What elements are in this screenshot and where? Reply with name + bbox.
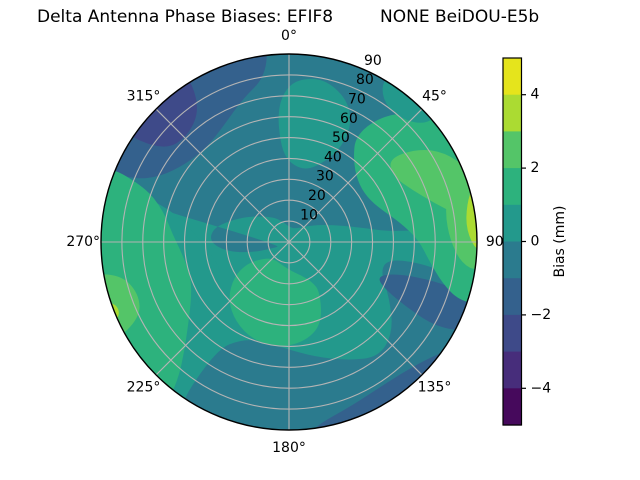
r-tick-label: 60	[340, 111, 358, 127]
contour-region-southeast-dark-streak	[379, 274, 477, 330]
contour-region-north-teal-tongue	[278, 78, 351, 169]
contour-region-northwest-dark-core	[125, 75, 197, 147]
colorbar-band	[503, 168, 522, 206]
r-tick-label: 70	[348, 92, 366, 108]
colorbar-tick-label: 0	[531, 234, 540, 250]
colorbar-band	[503, 278, 522, 316]
theta-tick-label: 270°	[66, 234, 100, 250]
theta-tick-label: 135°	[418, 380, 452, 396]
chart-title-right: NONE BeiDOU-E5b	[380, 7, 540, 27]
colorbar-band	[503, 58, 522, 96]
colorbar-band	[503, 94, 522, 132]
colorbar-tick-label: −2	[531, 307, 552, 323]
theta-tick-label: 315°	[127, 89, 161, 105]
polar-grid-spoke	[288, 108, 423, 243]
colorbar-band	[503, 204, 522, 243]
polar-grid	[101, 54, 477, 430]
colorbar-tick-label: 2	[531, 160, 540, 176]
r-tick-label: 80	[356, 72, 374, 88]
r-tick-label: 90	[364, 53, 382, 69]
colorbar: 4 2 0 −2 −4 Bias (mm)	[502, 57, 568, 426]
theta-tick-label: 180°	[272, 440, 306, 456]
theta-tick-label: 225°	[127, 380, 161, 396]
theta-tick-label: 90	[486, 234, 504, 250]
r-tick-label: 50	[332, 130, 350, 146]
colorbar-band	[503, 131, 522, 169]
theta-tick-label: 45°	[422, 89, 447, 105]
polar-outline	[100, 53, 478, 431]
polar-grid-spoke	[155, 108, 290, 243]
polar-grid-spoke	[288, 241, 423, 376]
r-tick-label: 40	[324, 149, 342, 165]
colorbar-band	[503, 241, 522, 279]
polar-grid-spoke	[155, 241, 290, 376]
r-tick-label: 10	[300, 207, 318, 223]
theta-tick-label: 0°	[281, 28, 297, 44]
r-tick-label: 20	[308, 188, 326, 204]
contour-region-northeast-green-blob	[354, 113, 477, 304]
contour-region-south-center-green-kidney	[229, 258, 322, 347]
colorbar-tick-label: 4	[531, 87, 540, 103]
colorbar-band	[503, 351, 522, 389]
colorbar-axis-label: Bias (mm)	[552, 205, 568, 277]
colorbar-band	[503, 314, 522, 353]
r-tick-label: 30	[316, 169, 334, 185]
colorbar-tick-label: −4	[531, 380, 552, 396]
colorbar-band	[503, 388, 522, 426]
chart-title-left: Delta Antenna Phase Biases: EFIF8	[37, 7, 334, 27]
